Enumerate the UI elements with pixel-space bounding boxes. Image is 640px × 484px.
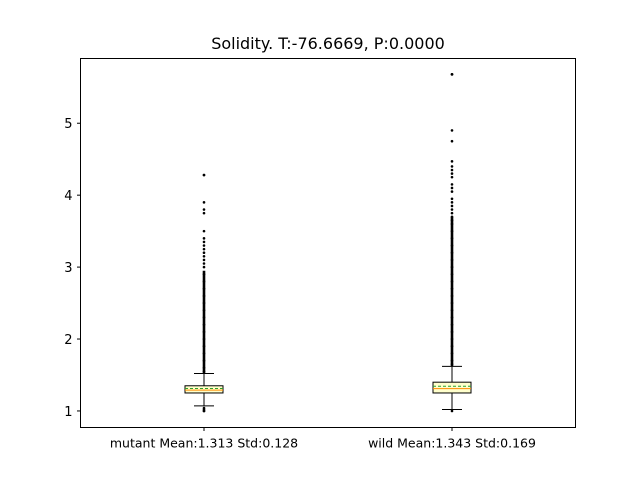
plot-area [184,73,472,413]
outlier-point [202,247,206,251]
outlier-point [202,251,206,255]
outlier-point [202,255,206,258]
outlier-point [450,139,454,143]
min-point [202,409,206,413]
outlier-point [450,160,454,163]
y-tick-label: 4 [64,189,72,204]
box-group [432,73,472,413]
outlier-point [450,197,454,201]
outlier-point [202,229,206,233]
outlier-point [450,201,454,204]
outlier-point [450,204,454,208]
outlier-point [202,262,206,265]
outlier-point [450,186,454,190]
outlier-point [202,258,206,262]
y-tick-label: 2 [64,333,72,348]
outlier-point [202,211,206,215]
outlier-point [450,183,454,186]
box-group [184,173,224,413]
outlier-point [202,201,206,204]
outlier-point [450,165,454,168]
y-tick-label: 3 [64,261,72,276]
y-tick-label: 5 [64,117,72,132]
outlier-point [450,172,454,175]
outlier-point [450,211,454,215]
y-tick-label: 1 [64,405,72,420]
outlier-point [450,190,454,193]
chart-title: Solidity. T:-76.6669, P:0.0000 [211,34,445,53]
outlier-point [202,208,206,211]
axes-frame [80,58,576,428]
min-point [450,409,454,413]
outlier-point [450,208,454,211]
outlier-point [202,237,206,240]
outlier-point [450,175,454,179]
max-point [202,173,206,177]
iqr-box [432,381,472,394]
outlier-point [450,168,454,172]
outlier-point [202,244,206,247]
outlier-point [202,406,206,410]
outlier-point [202,240,206,244]
outlier-point [202,265,206,269]
max-point [450,73,454,76]
iqr-box [184,385,224,394]
axes: 1 2 3 4 5 mutant Mean:1.313 Std:0.128 wild Mea… [64,117,536,450]
x-tick-label: wild Mean:1.343 Std:0.169 [368,436,536,451]
x-tick-label: mutant Mean:1.313 Std:0.128 [110,436,298,451]
outlier-point [450,129,454,132]
